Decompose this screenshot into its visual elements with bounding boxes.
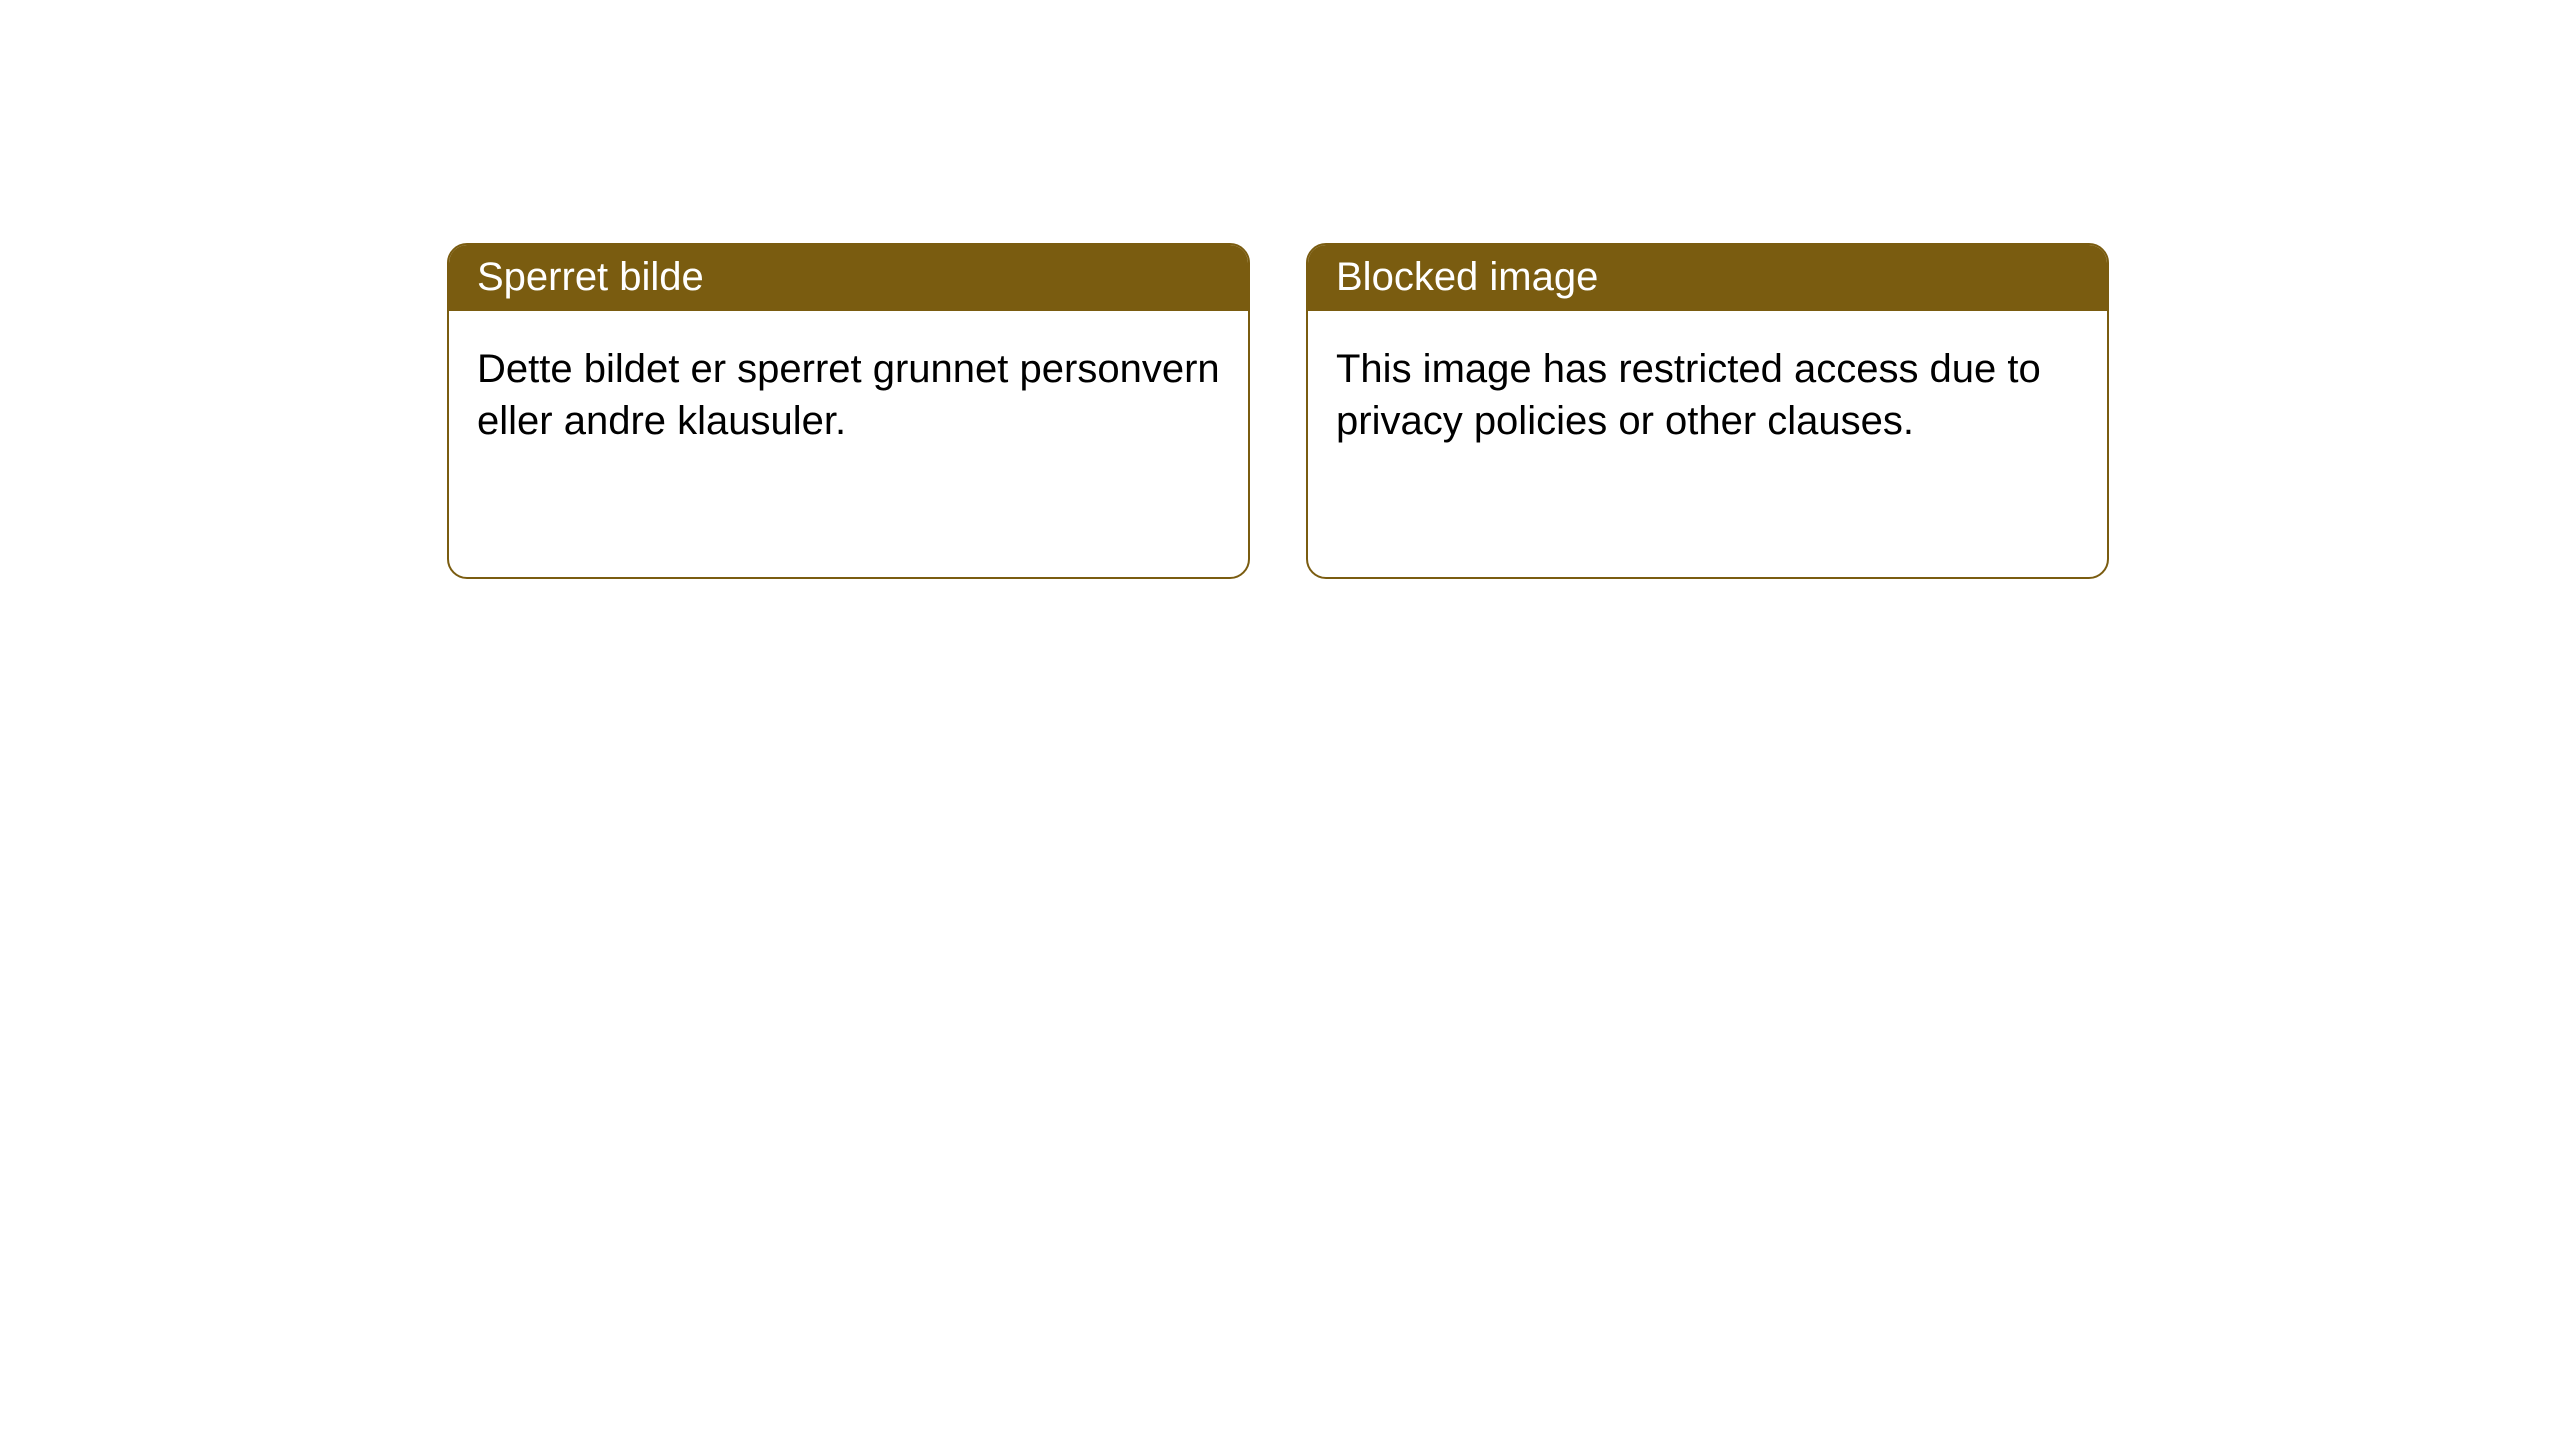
card-title: Sperret bilde: [477, 255, 704, 299]
card-body-text: Dette bildet er sperret grunnet personve…: [477, 347, 1220, 443]
card-header: Blocked image: [1308, 245, 2107, 311]
cards-container: Sperret bilde Dette bildet er sperret gr…: [0, 0, 2560, 579]
card-body: Dette bildet er sperret grunnet personve…: [449, 311, 1248, 479]
card-body: This image has restricted access due to …: [1308, 311, 2107, 479]
card-header: Sperret bilde: [449, 245, 1248, 311]
card-title: Blocked image: [1336, 255, 1598, 299]
blocked-image-card-en: Blocked image This image has restricted …: [1306, 243, 2109, 579]
blocked-image-card-no: Sperret bilde Dette bildet er sperret gr…: [447, 243, 1250, 579]
card-body-text: This image has restricted access due to …: [1336, 347, 2041, 443]
